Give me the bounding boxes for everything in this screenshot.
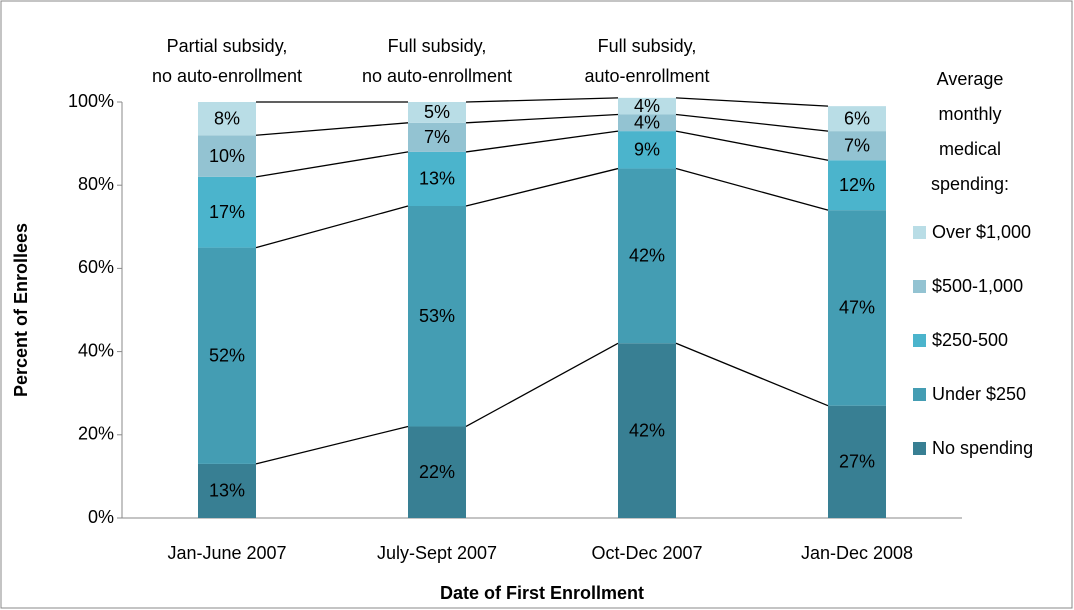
legend-swatch: [913, 442, 926, 455]
annotation: no auto-enrollment: [362, 66, 512, 86]
annotation: Full subsidy,: [598, 36, 697, 56]
data-label: 9%: [634, 140, 660, 160]
bar-segment: [198, 463, 256, 518]
bar-segment: [828, 131, 886, 161]
data-label: 12%: [839, 175, 875, 195]
data-label: 27%: [839, 452, 875, 472]
data-label: 13%: [419, 169, 455, 189]
x-tick-label: Jan-Dec 2008: [801, 543, 913, 563]
legend-label: $500-1,000: [932, 276, 1023, 296]
legend-swatch: [913, 226, 926, 239]
legend-swatch: [913, 388, 926, 401]
data-label: 6%: [844, 108, 870, 128]
bar-segment: [198, 247, 256, 464]
x-tick-label: Jan-June 2007: [167, 543, 286, 563]
bar-segment: [198, 135, 256, 177]
connector: [255, 425, 409, 465]
legend-title: monthly: [938, 104, 1001, 124]
data-label: 7%: [424, 127, 450, 147]
connector: [255, 122, 409, 136]
annotation: no auto-enrollment: [152, 66, 302, 86]
annotation: Partial subsidy,: [167, 36, 288, 56]
connector: [675, 97, 829, 107]
bar-segment: [408, 102, 466, 123]
legend-label: No spending: [932, 438, 1033, 458]
data-label: 42%: [629, 420, 665, 440]
legend-title: spending:: [931, 174, 1009, 194]
connector: [465, 342, 619, 428]
y-tick-label: 80%: [78, 174, 114, 194]
bar-segment: [198, 176, 256, 248]
bar-segment: [408, 151, 466, 206]
connector: [465, 167, 619, 207]
y-tick-label: 100%: [68, 91, 114, 111]
bar-segment: [408, 426, 466, 518]
legend-title: Average: [937, 69, 1004, 89]
data-label: 7%: [844, 135, 870, 155]
y-tick-label: 40%: [78, 340, 114, 360]
connector: [675, 113, 829, 132]
bar-segment: [408, 206, 466, 427]
bar-segment: [198, 102, 256, 136]
data-label: 8%: [214, 108, 240, 128]
data-label: 22%: [419, 462, 455, 482]
connector: [465, 97, 619, 103]
connector: [465, 130, 619, 153]
connector: [675, 130, 829, 161]
x-tick-label: Oct-Dec 2007: [591, 543, 702, 563]
data-label: 13%: [209, 481, 245, 501]
bar-segment: [828, 405, 886, 518]
legend-label: Over $1,000: [932, 222, 1031, 242]
y-tick-label: 60%: [78, 257, 114, 277]
bar-segment: [618, 97, 676, 115]
annotation: auto-enrollment: [584, 66, 709, 86]
bar-segment: [828, 210, 886, 406]
legend-label: Under $250: [932, 384, 1026, 404]
data-label: 4%: [634, 96, 660, 116]
bar-segment: [618, 168, 676, 344]
legend-swatch: [913, 280, 926, 293]
bar-segment: [408, 122, 466, 152]
connector: [255, 151, 409, 178]
x-axis-title: Date of First Enrollment: [440, 583, 644, 603]
bar-segment: [618, 131, 676, 169]
bar-segment: [618, 343, 676, 518]
annotation: Full subsidy,: [388, 36, 487, 56]
data-label: 53%: [419, 306, 455, 326]
legend-swatch: [913, 334, 926, 347]
x-tick-label: July-Sept 2007: [377, 543, 497, 563]
bar-segment: [828, 160, 886, 211]
data-label: 5%: [424, 102, 450, 122]
data-label: 17%: [209, 202, 245, 222]
connector: [255, 205, 409, 249]
data-label: 4%: [634, 113, 660, 133]
legend-title: medical: [939, 139, 1001, 159]
y-tick-label: 0%: [88, 507, 114, 527]
bar-segment: [618, 114, 676, 132]
data-label: 52%: [209, 346, 245, 366]
connector: [675, 167, 829, 211]
data-label: 10%: [209, 146, 245, 166]
y-tick-label: 20%: [78, 424, 114, 444]
connector: [465, 113, 619, 124]
connector: [675, 342, 829, 407]
y-axis-title: Percent of Enrollees: [11, 223, 31, 397]
data-label: 42%: [629, 246, 665, 266]
legend-label: $250-500: [932, 330, 1008, 350]
bar-segment: [828, 106, 886, 132]
data-label: 47%: [839, 298, 875, 318]
